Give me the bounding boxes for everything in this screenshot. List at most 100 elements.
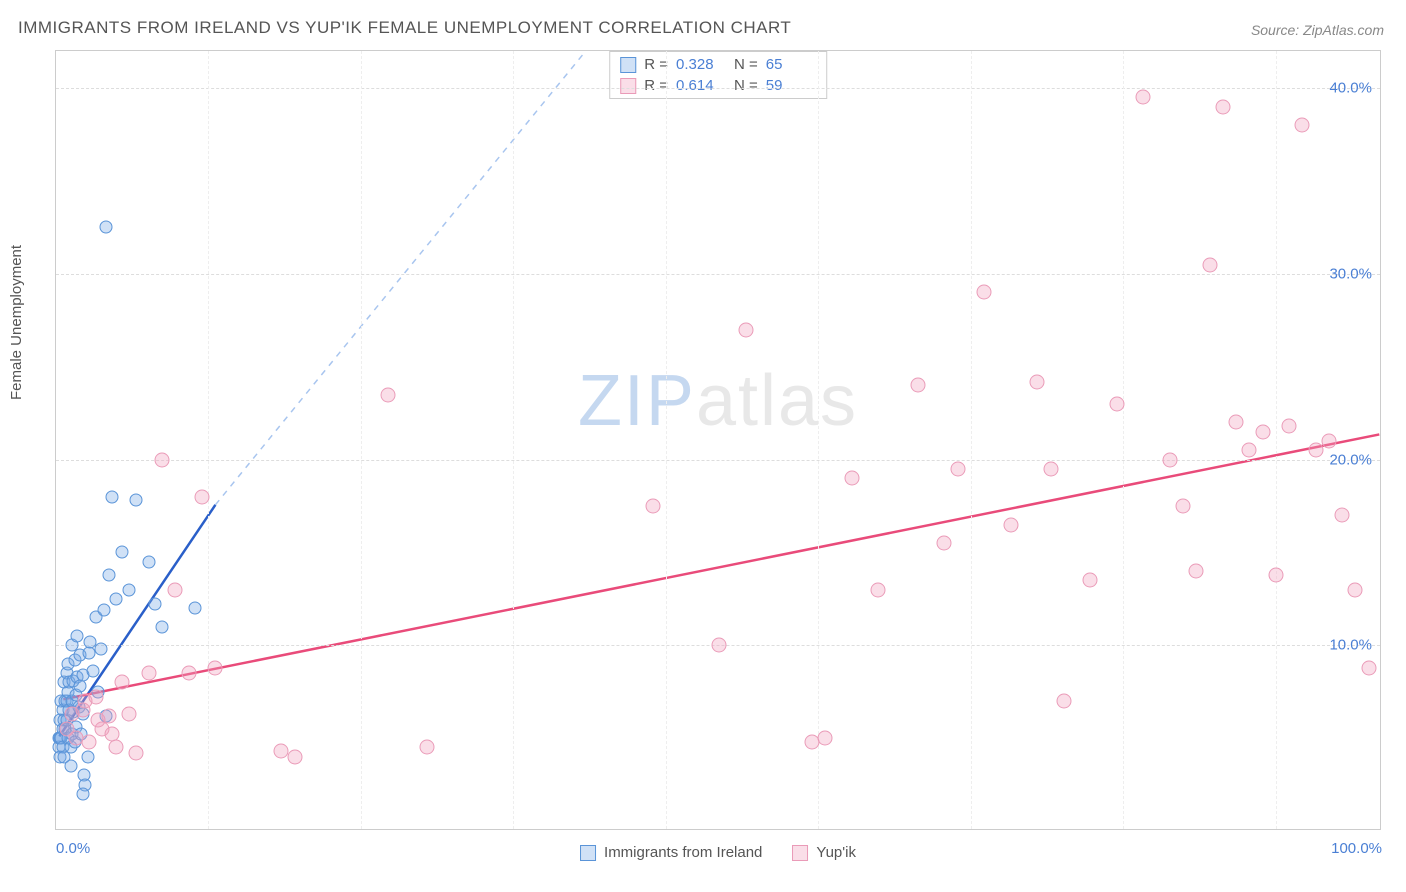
watermark: ZIPatlas <box>578 360 858 442</box>
data-point <box>977 285 992 300</box>
data-point <box>1083 573 1098 588</box>
data-point <box>95 643 108 656</box>
data-point <box>1308 443 1323 458</box>
data-point <box>1229 415 1244 430</box>
stat-r-value: 0.614 <box>676 77 726 94</box>
stat-n-label: N = <box>734 56 758 73</box>
data-point <box>73 680 86 693</box>
data-point <box>122 583 135 596</box>
trend-lines-layer <box>56 51 1380 829</box>
stat-r-value: 0.328 <box>676 56 726 73</box>
gridline-v <box>1276 51 1277 829</box>
data-point <box>64 707 79 722</box>
legend-label: Yup'ik <box>816 844 856 861</box>
data-point <box>103 568 116 581</box>
data-point <box>1162 452 1177 467</box>
stat-n-value: 59 <box>766 77 816 94</box>
correlation-stats-box: R = 0.328 N = 65 R = 0.614 N = 59 <box>609 51 827 99</box>
gridline-v <box>818 51 819 829</box>
stats-row: R = 0.328 N = 65 <box>610 54 826 75</box>
y-axis-label: Female Unemployment <box>8 245 25 400</box>
data-point <box>97 604 110 617</box>
data-point <box>108 740 123 755</box>
data-point <box>844 471 859 486</box>
scatter-plot-area: ZIPatlas R = 0.328 N = 65 R = 0.614 N = … <box>55 50 1381 830</box>
data-point <box>1255 424 1270 439</box>
legend-swatch <box>792 845 808 861</box>
data-point <box>1242 443 1257 458</box>
data-point <box>712 638 727 653</box>
y-tick-label: 30.0% <box>1329 265 1372 282</box>
stats-swatch <box>620 57 636 73</box>
data-point <box>128 746 143 761</box>
data-point <box>64 760 77 773</box>
data-point <box>129 494 142 507</box>
gridline-h <box>56 274 1380 275</box>
legend-label: Immigrants from Ireland <box>604 844 762 861</box>
data-point <box>910 378 925 393</box>
data-point <box>81 750 94 763</box>
gridline-v <box>1123 51 1124 829</box>
data-point <box>1003 517 1018 532</box>
data-point <box>87 665 100 678</box>
data-point <box>115 675 130 690</box>
gridline-v <box>361 51 362 829</box>
data-point <box>168 582 183 597</box>
data-point <box>76 787 89 800</box>
legend-item: Immigrants from Ireland <box>580 844 762 861</box>
data-point <box>871 582 886 597</box>
data-point <box>100 221 113 234</box>
data-point <box>1335 508 1350 523</box>
data-point <box>1030 374 1045 389</box>
data-point <box>1295 118 1310 133</box>
data-point <box>1136 90 1151 105</box>
data-point <box>208 660 223 675</box>
legend-item: Yup'ik <box>792 844 856 861</box>
data-point <box>287 749 302 764</box>
data-point <box>1321 434 1336 449</box>
gridline-v <box>971 51 972 829</box>
y-tick-label: 40.0% <box>1329 80 1372 97</box>
source-label: Source: ZipAtlas.com <box>1251 22 1384 38</box>
data-point <box>420 740 435 755</box>
y-tick-label: 20.0% <box>1329 451 1372 468</box>
data-point <box>1109 396 1124 411</box>
chart-title: IMMIGRANTS FROM IRELAND VS YUP'IK FEMALE… <box>18 18 791 38</box>
gridline-v <box>208 51 209 829</box>
data-point <box>104 727 119 742</box>
data-point <box>1215 99 1230 114</box>
data-point <box>71 630 84 643</box>
data-point <box>156 620 169 633</box>
data-point <box>142 555 155 568</box>
legend-swatch <box>580 845 596 861</box>
data-point <box>1056 694 1071 709</box>
data-point <box>1176 499 1191 514</box>
data-point <box>189 602 202 615</box>
data-point <box>1189 564 1204 579</box>
gridline-v <box>666 51 667 829</box>
data-point <box>109 592 122 605</box>
data-point <box>380 387 395 402</box>
data-point <box>738 322 753 337</box>
data-point <box>82 734 97 749</box>
legend: Immigrants from Ireland Yup'ik <box>580 844 856 861</box>
data-point <box>181 666 196 681</box>
stat-n-value: 65 <box>766 56 816 73</box>
stats-swatch <box>620 78 636 94</box>
data-point <box>1202 257 1217 272</box>
data-point <box>91 712 106 727</box>
x-tick-label: 0.0% <box>56 840 90 857</box>
data-point <box>121 707 136 722</box>
stat-r-label: R = <box>644 77 668 94</box>
data-point <box>59 721 74 736</box>
data-point <box>105 490 118 503</box>
data-point <box>1361 660 1376 675</box>
data-point <box>1282 419 1297 434</box>
data-point <box>141 666 156 681</box>
data-point <box>149 598 162 611</box>
data-point <box>1268 567 1283 582</box>
data-point <box>1043 461 1058 476</box>
data-point <box>116 546 129 559</box>
gridline-v <box>513 51 514 829</box>
gridline-h <box>56 460 1380 461</box>
